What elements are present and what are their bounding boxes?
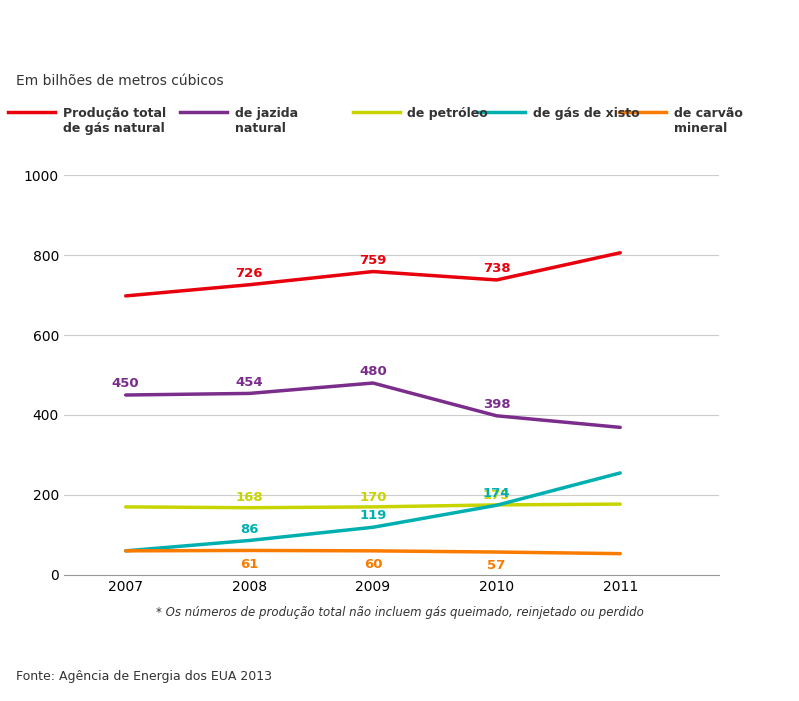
Text: Em bilhões de metros cúbicos: Em bilhões de metros cúbicos [16,74,224,88]
Text: * Os números de produção total não incluem gás queimado, reinjetado ou perdido: * Os números de produção total não inclu… [156,606,643,620]
Text: 61: 61 [240,557,259,571]
Text: 57: 57 [487,559,506,572]
Text: Produção total
de gás natural: Produção total de gás natural [63,107,166,135]
Text: 174: 174 [483,487,511,501]
Text: 168: 168 [236,491,263,505]
Text: 738: 738 [483,262,511,275]
Text: 119: 119 [360,510,387,522]
Text: 450: 450 [112,377,140,390]
Text: 759: 759 [360,254,387,267]
Text: 60: 60 [364,558,382,571]
Text: 175: 175 [483,489,511,502]
Text: 480: 480 [359,365,387,379]
Text: 398: 398 [483,398,511,411]
Text: 454: 454 [236,376,263,388]
Text: de petróleo: de petróleo [407,107,488,120]
Text: 86: 86 [240,523,259,536]
Text: de gás de xisto: de gás de xisto [533,107,639,120]
Text: de carvão
mineral: de carvão mineral [674,107,742,135]
Text: de jazida
natural: de jazida natural [235,107,298,135]
Text: 726: 726 [236,267,263,280]
Text: PRODUÇÃO DE GÁS NATURAL NOS ESTADOS UNIDOS (2007-2012): PRODUÇÃO DE GÁS NATURAL NOS ESTADOS UNID… [16,25,676,46]
Text: 170: 170 [360,491,387,504]
Text: Fonte: Agência de Energia dos EUA 2013: Fonte: Agência de Energia dos EUA 2013 [16,670,272,683]
